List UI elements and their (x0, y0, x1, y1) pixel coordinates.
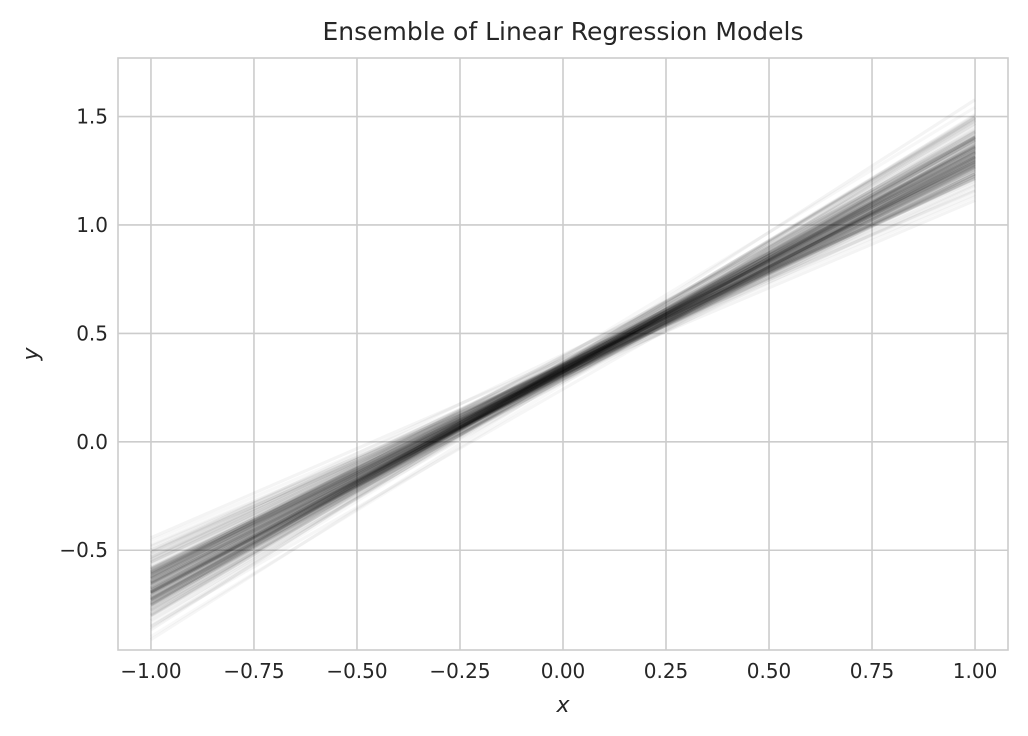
regression-line (150, 176, 976, 564)
regression-line (150, 172, 976, 577)
x-tick-label: 0.50 (747, 659, 792, 683)
y-axis-ticks: −0.5 0.0 0.5 1.0 1.5 (59, 105, 108, 563)
y-tick-label: 1.0 (76, 213, 108, 237)
regression-line (150, 130, 976, 600)
x-tick-label: −1.00 (120, 659, 181, 683)
regression-line (150, 98, 976, 632)
x-tick-label: 0.75 (850, 659, 895, 683)
regression-line (150, 157, 976, 562)
regression-line (150, 150, 976, 581)
regression-line (150, 146, 976, 598)
x-tick-label: 0.25 (644, 659, 689, 683)
regression-line (150, 132, 976, 602)
regression-line (150, 162, 976, 576)
regression-line (150, 145, 976, 594)
regression-line (150, 156, 976, 598)
x-tick-label: −0.50 (326, 659, 387, 683)
chart-title: Ensemble of Linear Regression Models (322, 17, 803, 46)
regression-line (150, 135, 976, 599)
regression-line (150, 138, 976, 605)
regression-line (150, 136, 976, 606)
x-axis-label: x (555, 693, 570, 718)
regression-line (150, 135, 976, 603)
x-axis-ticks: −1.00 −0.75 −0.50 −0.25 0.00 0.25 0.50 0.75 1.00 (120, 659, 997, 683)
regression-line (150, 135, 976, 603)
regression-line (150, 172, 976, 581)
grid (118, 58, 1008, 650)
regression-line (150, 129, 976, 608)
regression-line (150, 134, 976, 602)
y-tick-label: 0.5 (76, 321, 108, 345)
regression-line (150, 155, 976, 554)
regression-line (150, 146, 976, 580)
regression-line (150, 160, 976, 569)
y-tick-label: 0.0 (76, 430, 108, 454)
regression-line (150, 152, 976, 584)
regression-line (150, 138, 976, 613)
regression-line (150, 148, 976, 585)
x-tick-label: 0.00 (541, 659, 586, 683)
regression-line (150, 144, 976, 596)
regression-line (150, 152, 976, 586)
regression-line (150, 176, 976, 552)
regression-line (150, 151, 976, 594)
regression-line (150, 165, 976, 595)
regression-line (150, 159, 976, 594)
regression-line (150, 127, 976, 622)
regression-line (150, 114, 976, 617)
x-tick-label: 1.00 (953, 659, 998, 683)
regression-line (150, 144, 976, 594)
x-tick-label: −0.25 (429, 659, 490, 683)
regression-line (150, 156, 976, 579)
y-tick-label: 1.5 (76, 105, 108, 129)
regression-line (150, 198, 976, 552)
regression-line (150, 179, 976, 540)
regression-lines (150, 98, 976, 632)
regression-line (150, 162, 976, 578)
regression-line (150, 141, 976, 595)
regression-line (150, 135, 976, 609)
regression-line (150, 118, 976, 606)
regression-line (150, 157, 976, 584)
regression-line (150, 159, 976, 584)
y-axis-label: y (19, 347, 44, 362)
regression-line (150, 170, 976, 575)
regression-line (150, 158, 976, 578)
regression-line (150, 165, 976, 571)
regression-line (150, 160, 976, 591)
regression-line (150, 174, 976, 558)
plot-frame (117, 57, 1009, 651)
x-tick-label: −0.75 (223, 659, 284, 683)
y-tick-label: −0.5 (59, 538, 108, 562)
regression-line (150, 164, 976, 594)
